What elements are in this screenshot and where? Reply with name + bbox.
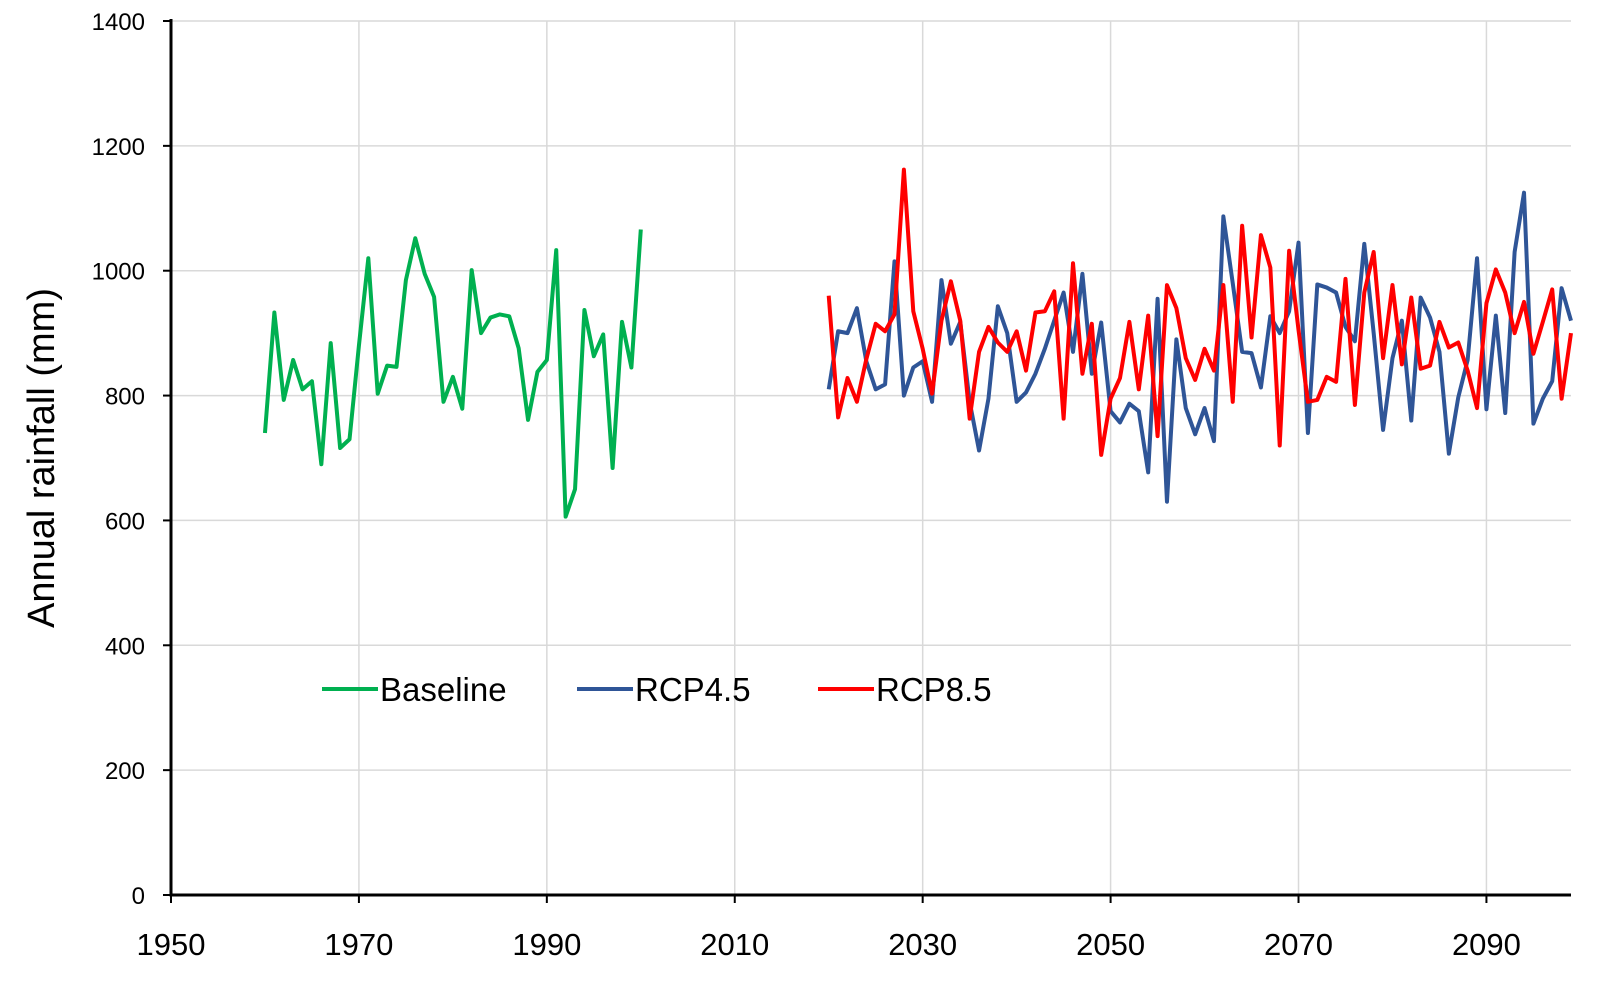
x-tick-label: 2010	[700, 927, 769, 962]
legend-label: RCP8.5	[876, 671, 992, 708]
x-tick-label: 2070	[1264, 927, 1333, 962]
series-line	[262, 229, 643, 519]
x-tick-label: 1970	[324, 927, 393, 962]
series-line	[826, 190, 1573, 504]
x-tick-label: 2090	[1452, 927, 1521, 962]
y-tick-label: 1200	[92, 134, 145, 161]
x-tick-label: 2050	[1076, 927, 1145, 962]
legend-label: Baseline	[380, 671, 507, 708]
y-tick-label: 400	[105, 633, 145, 660]
y-axis-label: Annual rainfall (mm)	[21, 288, 63, 628]
y-tick-label: 200	[105, 758, 145, 785]
y-tick-label: 800	[105, 384, 145, 411]
x-tick-label: 2030	[888, 927, 957, 962]
x-tick-label: 1990	[512, 927, 581, 962]
x-tick-label: 1950	[137, 927, 206, 962]
y-tick-label: 600	[105, 508, 145, 535]
series-line	[826, 167, 1573, 457]
y-tick-label: 0	[132, 883, 145, 910]
y-tick-label: 1400	[92, 9, 145, 36]
y-tick-label: 1000	[92, 259, 145, 286]
legend-label: RCP4.5	[635, 671, 751, 708]
